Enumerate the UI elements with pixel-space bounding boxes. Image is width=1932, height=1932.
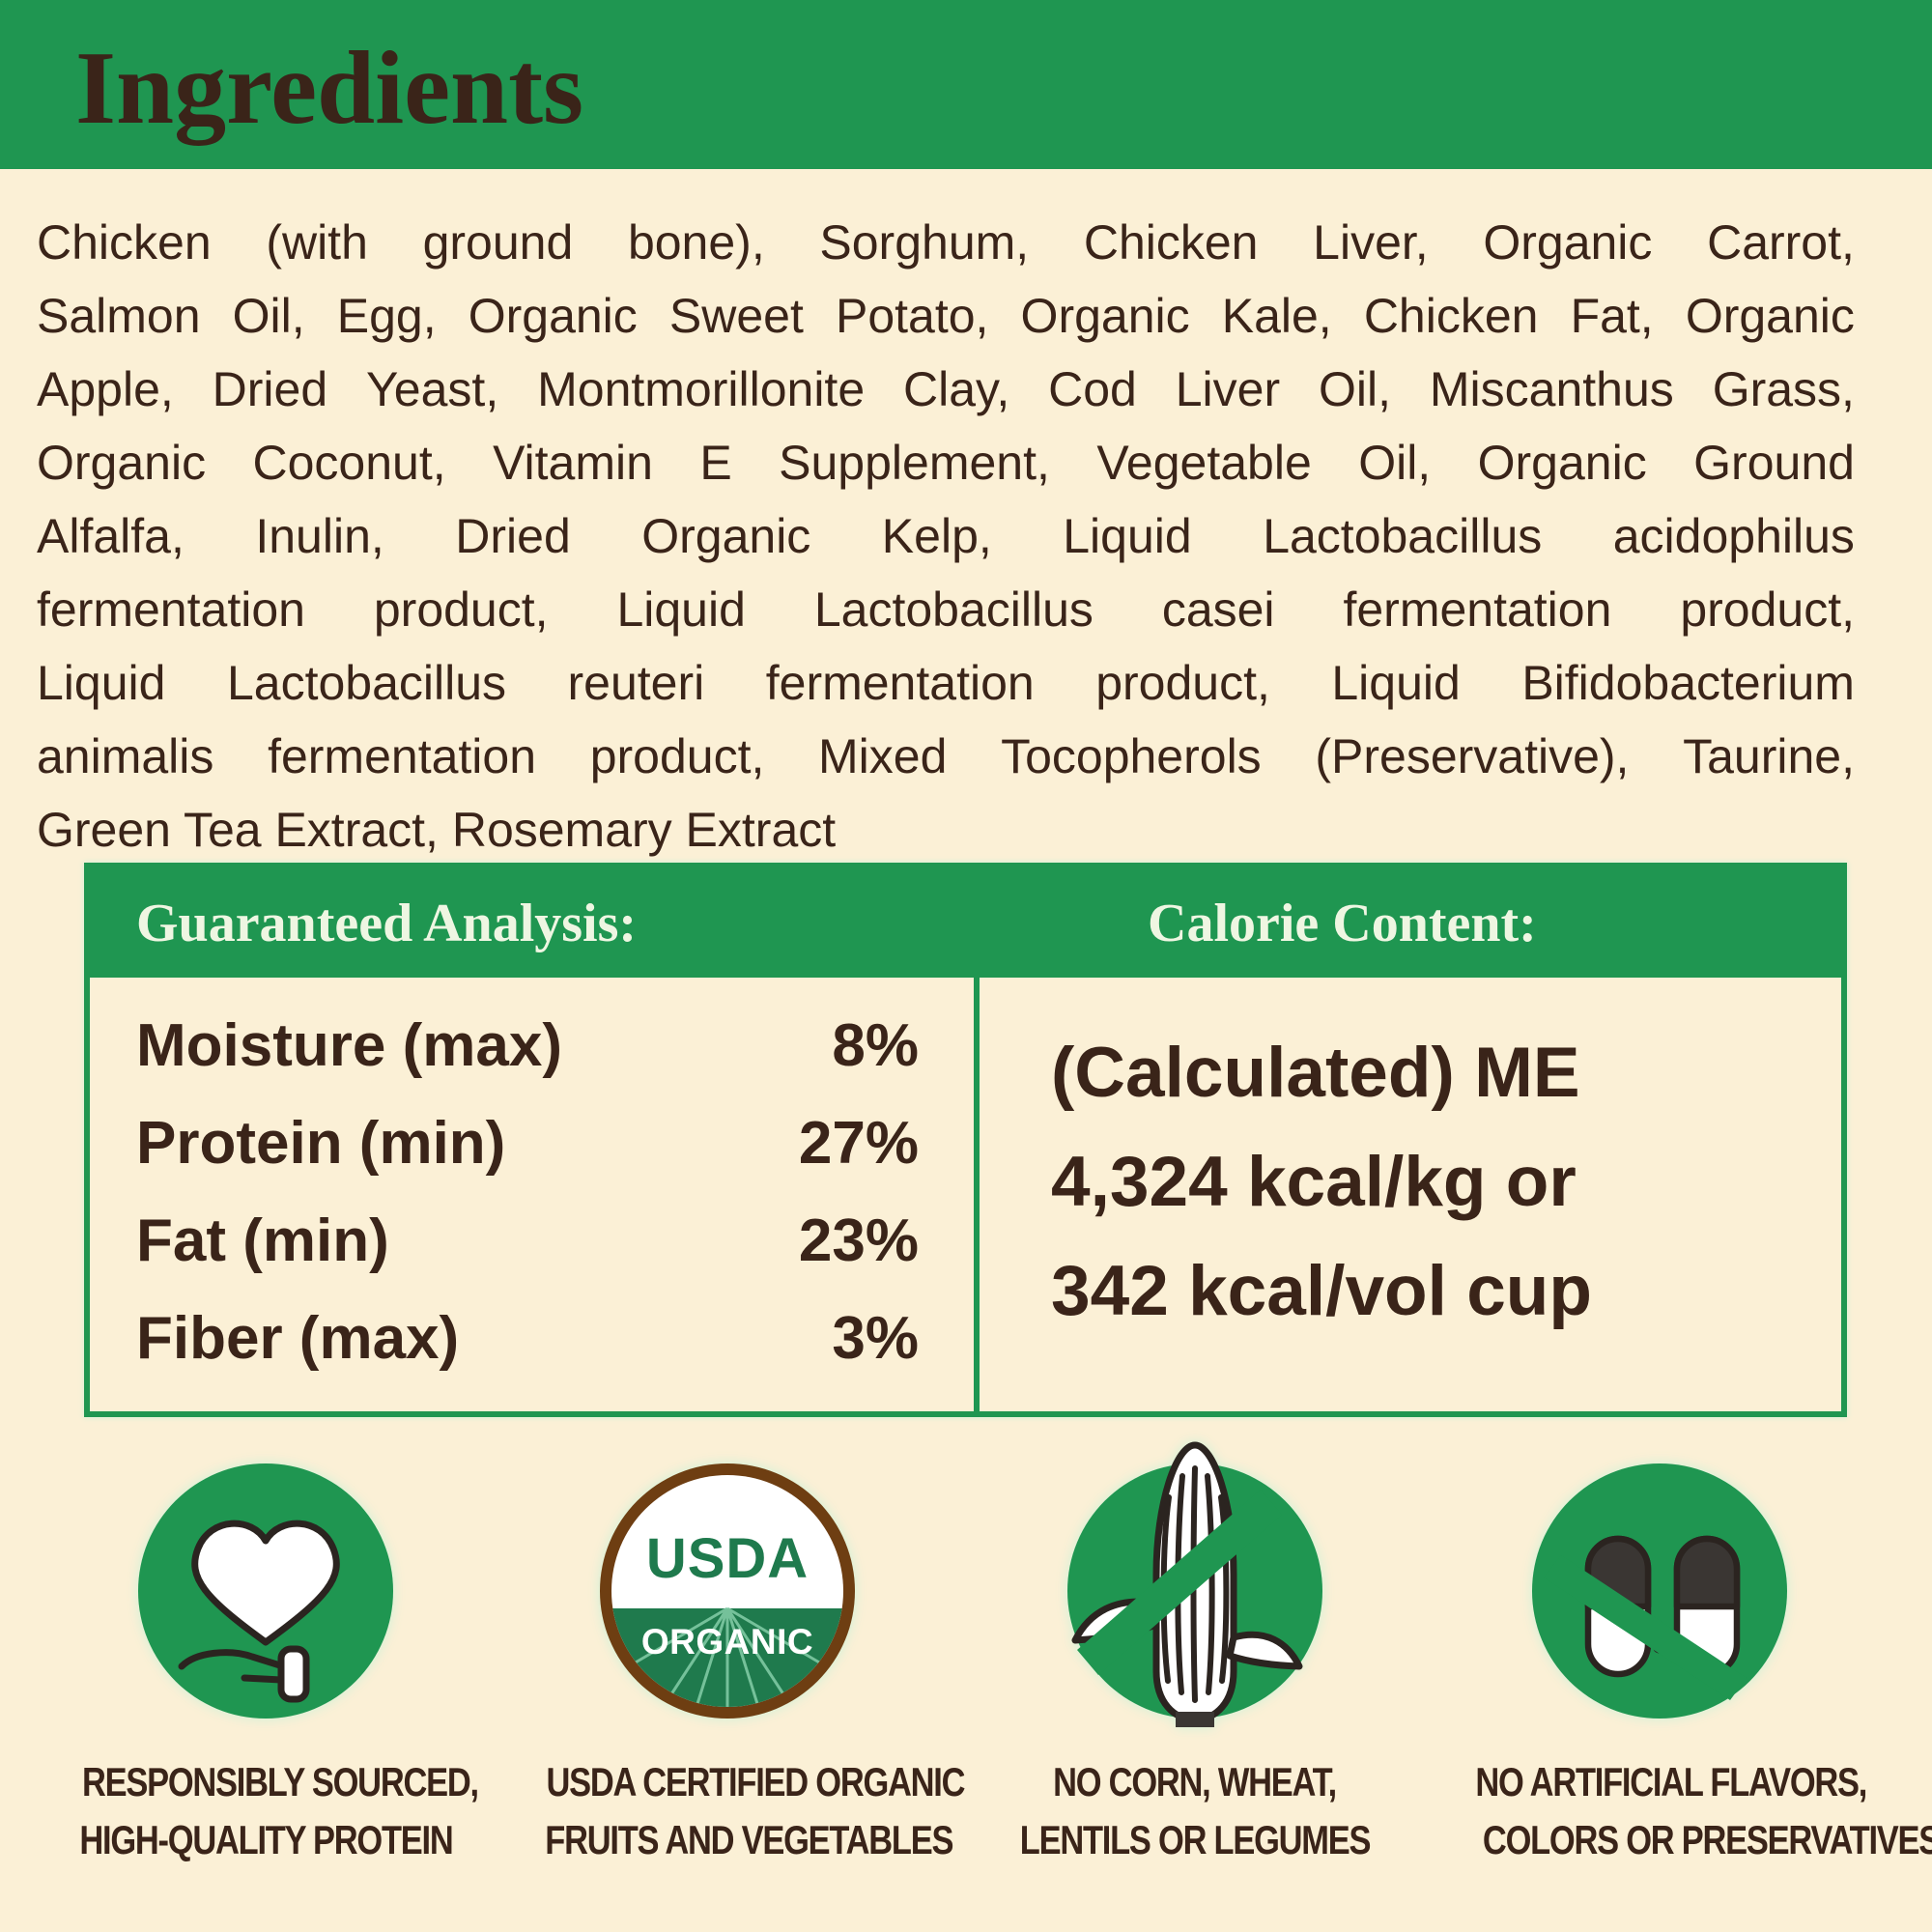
svg-text:ORGANIC: ORGANIC [641,1622,813,1662]
svg-text:USDA: USDA [646,1527,809,1590]
